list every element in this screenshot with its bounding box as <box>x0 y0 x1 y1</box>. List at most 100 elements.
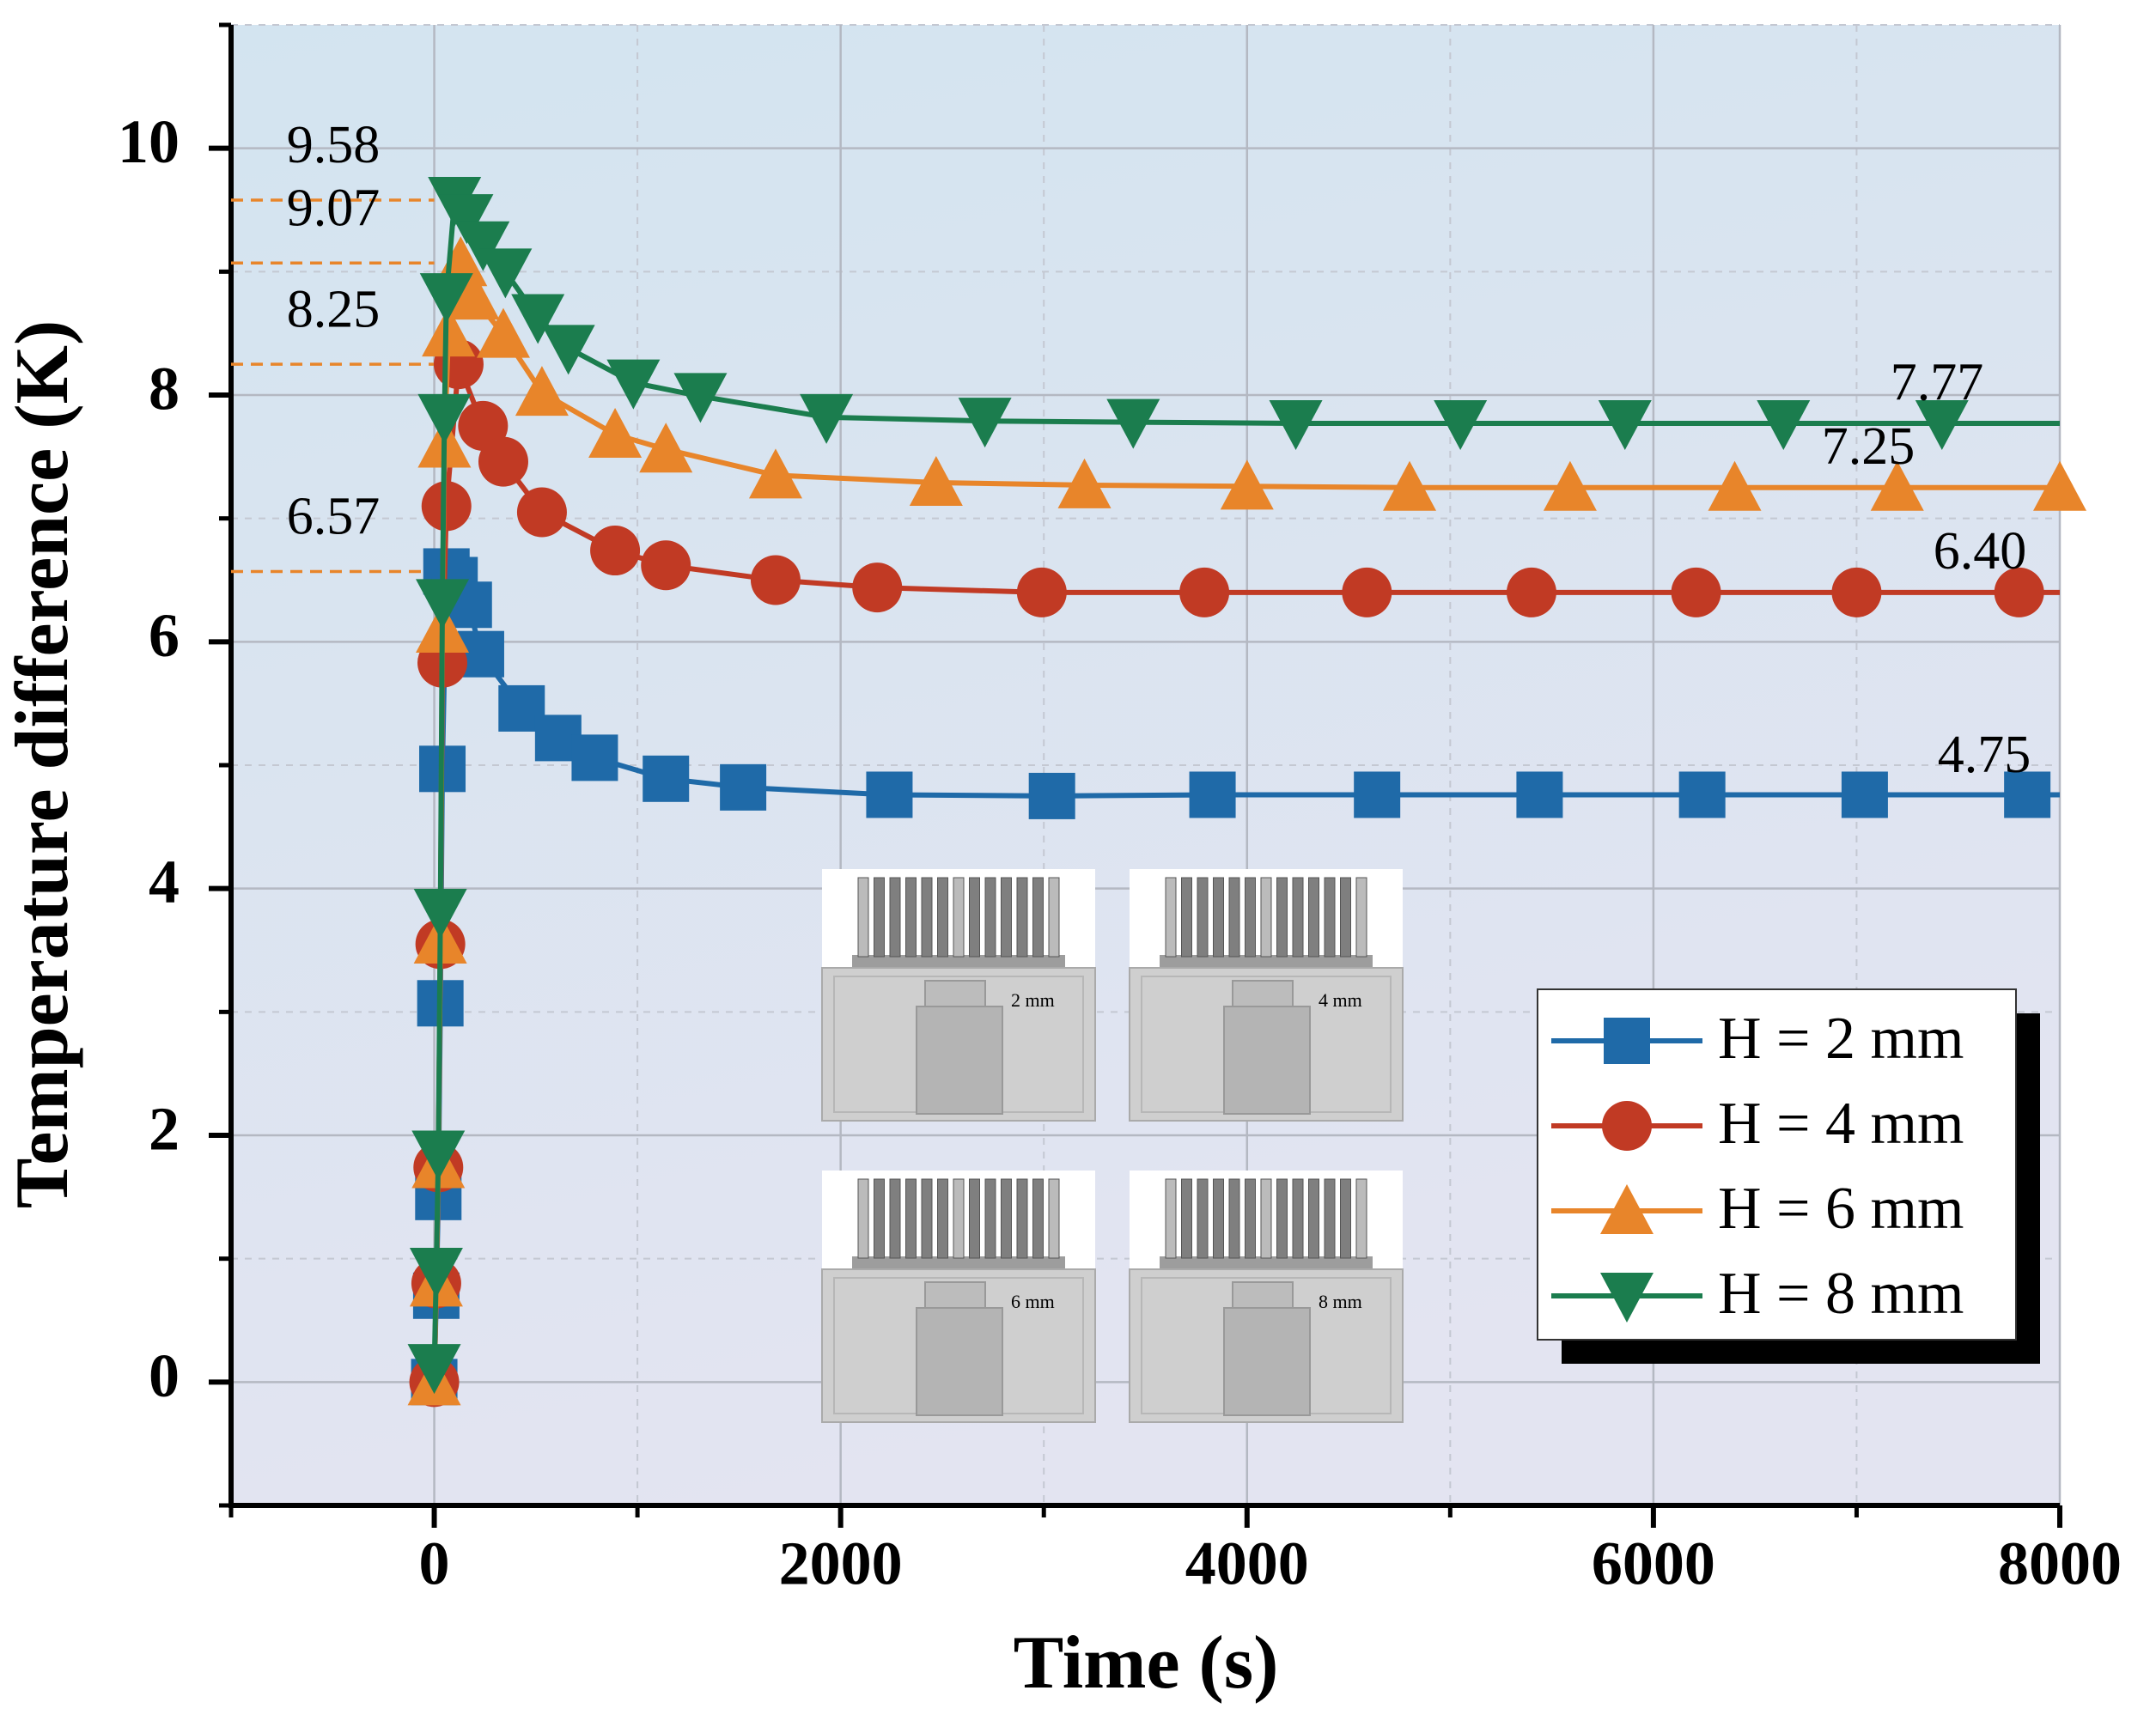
fin <box>1213 877 1224 958</box>
marker <box>456 221 510 271</box>
peak-label: 8.25 <box>287 280 381 338</box>
fin <box>1032 877 1044 958</box>
x-tick-label: 4000 <box>1185 1529 1309 1598</box>
fin <box>1355 877 1367 958</box>
y-tick-label: 2 <box>149 1095 180 1164</box>
peak-label: 6.57 <box>287 488 381 546</box>
marker <box>1604 1018 1650 1064</box>
legend-label: H = 4 mm <box>1718 1091 1964 1157</box>
fin <box>921 1178 933 1259</box>
marker <box>750 555 801 605</box>
fin <box>1308 877 1319 958</box>
inset-label: 2 mm <box>1011 989 1055 1011</box>
marker <box>571 734 618 781</box>
fin <box>1245 1178 1256 1259</box>
marker <box>416 579 470 629</box>
marker <box>1870 460 1924 511</box>
marker <box>1220 459 1274 510</box>
inset-image: 2 mm <box>821 869 1096 1122</box>
legend-label: H = 8 mm <box>1718 1261 1964 1327</box>
y-axis-title: Temperature difference (K) <box>1 320 84 1209</box>
fin <box>1276 1178 1288 1259</box>
marker <box>1598 400 1652 451</box>
marker <box>1600 1184 1654 1234</box>
fin <box>1324 877 1336 958</box>
fin <box>1165 877 1177 958</box>
fin <box>921 877 933 958</box>
inset-label: 6 mm <box>1011 1291 1055 1312</box>
marker <box>1016 567 1067 617</box>
marker <box>1678 771 1726 818</box>
stem <box>924 980 986 1009</box>
marker <box>407 1344 461 1395</box>
fin <box>1016 877 1028 958</box>
marker <box>515 366 569 417</box>
fin <box>1245 877 1256 958</box>
fin <box>1355 1178 1367 1259</box>
marker <box>419 273 473 324</box>
fin <box>1001 1178 1012 1259</box>
fin <box>1340 877 1351 958</box>
marker <box>1831 567 1882 617</box>
marker <box>673 373 728 423</box>
x-tick-label: 0 <box>419 1529 450 1598</box>
peak-label: 9.07 <box>287 179 381 238</box>
fin <box>1032 1178 1044 1259</box>
inset-image: 4 mm <box>1129 869 1404 1122</box>
marker <box>639 423 693 473</box>
fin <box>937 877 948 958</box>
marker <box>588 407 643 458</box>
fin <box>1181 877 1192 958</box>
steady-label: 6.40 <box>1934 522 2027 581</box>
marker <box>1106 398 1160 449</box>
y-tick-label: 10 <box>118 107 180 176</box>
fin <box>889 877 901 958</box>
fin <box>1001 877 1012 958</box>
fin <box>1197 1178 1209 1259</box>
fin <box>905 877 917 958</box>
fin <box>1260 877 1272 958</box>
fin <box>1048 877 1060 958</box>
inset-image: 8 mm <box>1129 1171 1404 1423</box>
inset-image: 6 mm <box>821 1171 1096 1423</box>
marker <box>413 888 467 939</box>
heat-sink-base <box>1160 955 1373 970</box>
marker <box>1516 771 1563 818</box>
fin <box>1308 1178 1319 1259</box>
marker <box>417 393 472 444</box>
marker <box>748 448 802 499</box>
legend-label: H = 2 mm <box>1718 1006 1964 1072</box>
block <box>1223 1006 1311 1115</box>
stem <box>1232 1281 1294 1310</box>
marker <box>606 359 661 410</box>
fin <box>874 877 885 958</box>
inset-label: 4 mm <box>1319 989 1362 1011</box>
fin <box>984 1178 996 1259</box>
marker <box>541 325 595 375</box>
marker <box>1179 567 1230 617</box>
x-tick-label: 6000 <box>1592 1529 1715 1598</box>
fin <box>1165 1178 1177 1259</box>
marker <box>1057 458 1111 508</box>
marker <box>1600 1273 1654 1323</box>
marker <box>1269 400 1323 451</box>
marker <box>590 526 641 576</box>
marker <box>1841 771 1888 818</box>
marker <box>1434 400 1488 451</box>
marker <box>478 248 533 299</box>
marker <box>1354 771 1401 818</box>
x-tick-label: 8000 <box>1998 1529 2122 1598</box>
y-tick-label: 8 <box>149 355 180 423</box>
heat-sink-base <box>852 955 1065 970</box>
marker <box>511 294 565 344</box>
steady-label: 7.25 <box>1822 417 1915 476</box>
marker <box>422 307 476 357</box>
marker <box>958 398 1012 448</box>
fin <box>1181 1178 1192 1259</box>
steady-label: 4.75 <box>1938 726 2031 784</box>
fin <box>905 1178 917 1259</box>
fin <box>1228 877 1240 958</box>
marker <box>409 1248 463 1298</box>
fin <box>1228 1178 1240 1259</box>
